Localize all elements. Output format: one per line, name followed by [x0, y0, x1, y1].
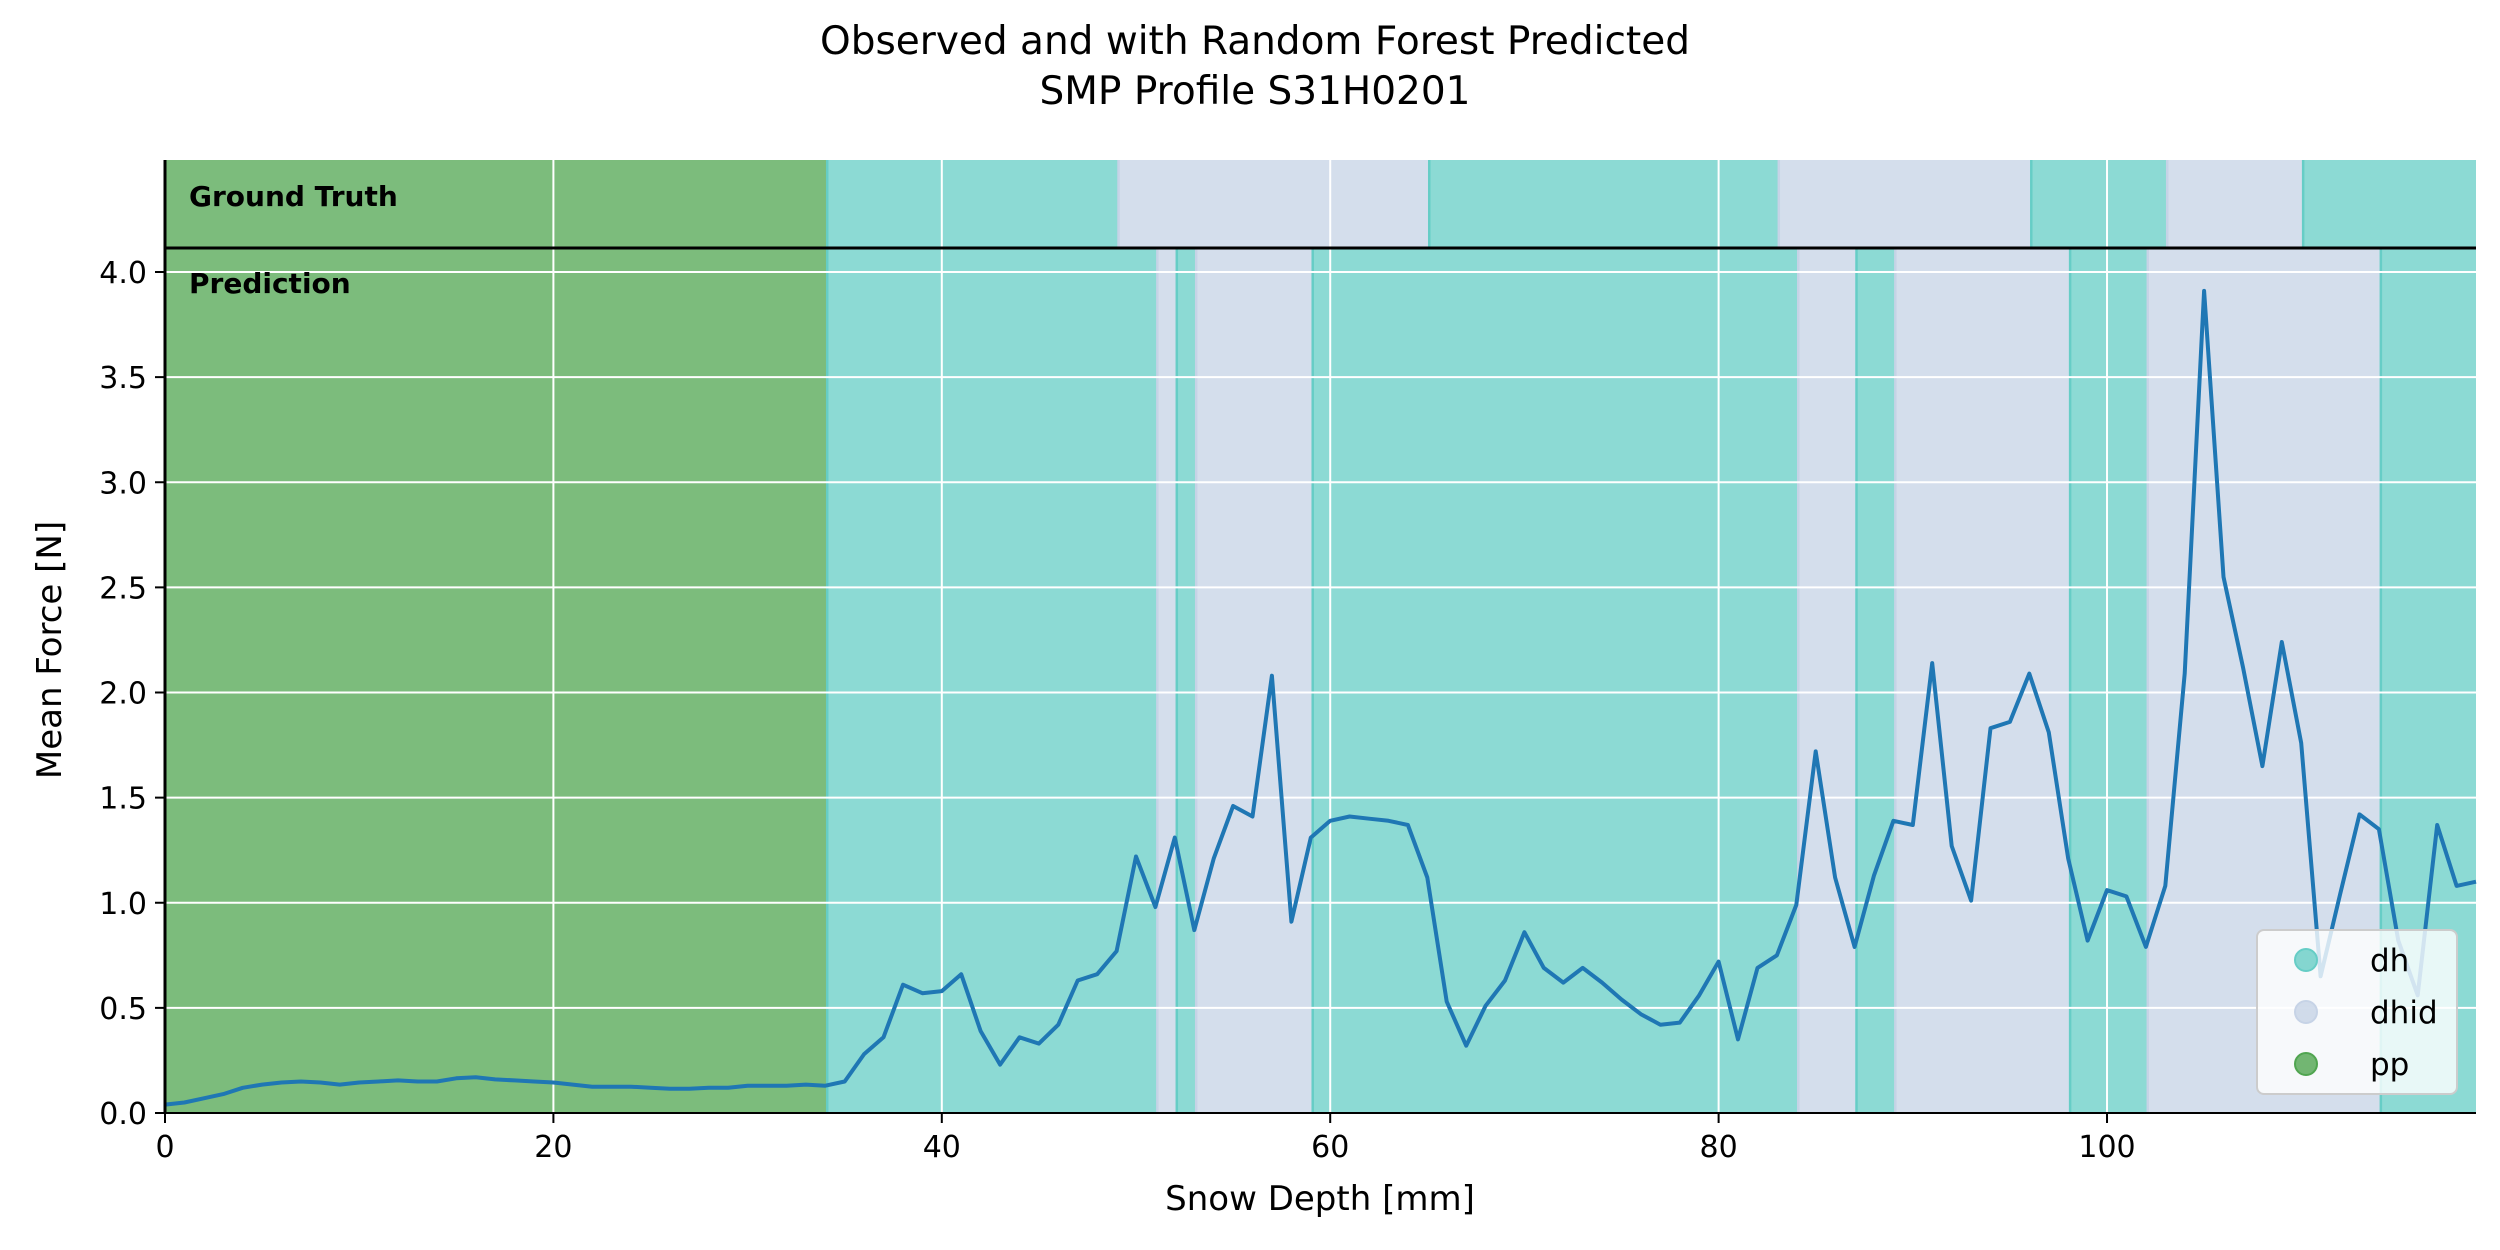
- x-tick-label: 60: [1311, 1130, 1349, 1165]
- ground-truth-band-dhid: [2167, 160, 2304, 248]
- x-tick-label: 0: [155, 1130, 174, 1165]
- legend-marker-dh: [2294, 948, 2318, 972]
- ground-truth-band-pp: [165, 160, 828, 248]
- y-tick-label: 2.5: [99, 571, 147, 606]
- y-tick-label: 1.0: [99, 887, 147, 922]
- ground-truth-bands: [165, 160, 2476, 248]
- mean-force-line: [164, 288, 2477, 1107]
- legend-label-pp: pp: [2370, 1047, 2409, 1083]
- prediction-band-dh: [1856, 248, 1896, 1113]
- ground-truth-band-dh: [827, 160, 1119, 248]
- ground-truth-label: Ground Truth: [189, 180, 398, 213]
- x-tick-label: 100: [2078, 1130, 2135, 1165]
- x-tick-label: 80: [1700, 1130, 1738, 1165]
- y-tick-label: 0.5: [99, 992, 147, 1027]
- x-axis-label: Snow Depth [mm]: [1165, 1179, 1475, 1219]
- y-tick-label: 0.0: [99, 1097, 147, 1132]
- prediction-band-dh: [1312, 248, 1799, 1113]
- prediction-band-dhid: [1895, 248, 2071, 1113]
- ground-truth-band-dhid: [1118, 160, 1430, 248]
- ground-truth-band-dh: [2031, 160, 2168, 248]
- prediction-band-dhid: [1196, 248, 1313, 1113]
- chart-title: Observed and with Random Forest Predicte…: [820, 19, 1690, 114]
- prediction-band-pp: [165, 248, 828, 1113]
- ground-truth-band-dhid: [1778, 160, 2032, 248]
- prediction-band-dh: [2070, 248, 2148, 1113]
- y-tick-label: 4.0: [99, 256, 147, 291]
- y-tick-label: 1.5: [99, 782, 147, 817]
- y-tick-label: 3.5: [99, 361, 147, 396]
- legend-label-dh: dh: [2370, 943, 2409, 979]
- ground-truth-band-dh: [1429, 160, 1779, 248]
- prediction-label: Prediction: [189, 267, 351, 300]
- prediction-band-dhid: [1798, 248, 1857, 1113]
- x-tick-label: 40: [923, 1130, 961, 1165]
- x-tick-label: 20: [534, 1130, 572, 1165]
- prediction-band-dhid: [1157, 248, 1177, 1113]
- legend-label-dhid: dhid: [2370, 995, 2438, 1031]
- axes: [163, 160, 2476, 1114]
- legend-marker-pp: [2294, 1052, 2318, 1076]
- y-axis-label: Mean Force [N]: [30, 521, 70, 779]
- legend: dh dhid pp: [2256, 929, 2458, 1095]
- legend-marker-dhid: [2294, 1000, 2318, 1024]
- chart-title-line-2: SMP Profile S31H0201: [1040, 69, 1471, 114]
- chart-title-line-1: Observed and with Random Forest Predicte…: [820, 19, 1690, 64]
- x-ticks: 0 20 40 60 80 100: [155, 1113, 2136, 1165]
- y-tick-label: 3.0: [99, 466, 147, 501]
- y-tick-label: 2.0: [99, 677, 147, 712]
- prediction-bands: [165, 248, 2476, 1113]
- ground-truth-band-dh: [2303, 160, 2476, 248]
- prediction-band-dh: [1176, 248, 1197, 1113]
- y-ticks: 0.0 0.5 1.0 1.5 2.0 2.5 3.0 3.5 4.0: [99, 256, 165, 1132]
